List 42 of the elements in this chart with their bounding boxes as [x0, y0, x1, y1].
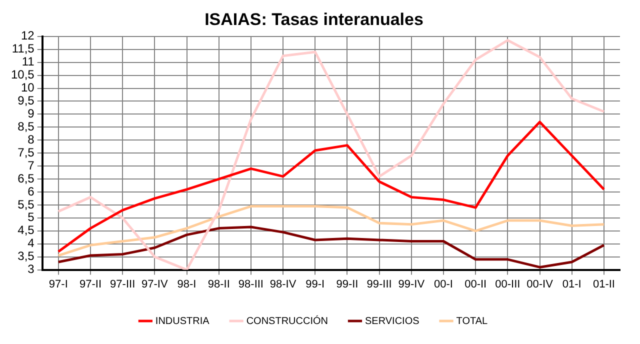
y-tick-label: 9: [28, 106, 35, 121]
y-tick-label: 5,5: [18, 197, 35, 212]
x-tick-label: 98-I: [177, 278, 196, 290]
y-tick-label: 11,5: [12, 42, 35, 56]
x-tick-label: 01-I: [562, 278, 582, 290]
x-tick-label: 98-III: [238, 278, 264, 290]
y-tick-label: 5: [28, 210, 35, 224]
y-tick-label: 4,5: [18, 223, 35, 238]
x-tick-label: 97-III: [110, 278, 136, 290]
x-tick-label: 99-III: [366, 278, 392, 290]
y-tick-label: 10: [20, 80, 35, 95]
x-tick-label: 97-I: [48, 278, 68, 290]
y-tick-label: 8: [28, 132, 35, 146]
y-tick-label: 6,5: [18, 171, 35, 186]
y-tick-label: 10,5: [10, 68, 35, 82]
x-tick-label: 00-I: [434, 278, 453, 290]
y-tick-label: 8,5: [18, 119, 35, 134]
x-tick-label: 00-II: [464, 278, 487, 290]
x-tick-label: 98-II: [208, 278, 230, 290]
x-tick-label: 97-II: [79, 278, 102, 290]
y-tick-label: 7,5: [18, 145, 35, 160]
legend-label: INDUSTRIA: [155, 316, 210, 327]
x-tick-label: 99-IV: [398, 278, 426, 290]
x-tick-label: 00-III: [495, 278, 520, 290]
y-tick-label: 6: [28, 184, 35, 198]
x-tick-label: 97-IV: [142, 278, 168, 290]
y-tick-label: 9,5: [18, 94, 35, 108]
x-tick-label: 99-I: [306, 278, 325, 290]
legend-label: CONSTRUCCIÓN: [246, 314, 328, 327]
y-tick-label: 4: [28, 236, 35, 250]
chart-title: ISAIAS: Tasas interanuales: [204, 10, 424, 29]
y-tick-label: 3: [28, 262, 35, 276]
x-tick-label: 99-II: [336, 278, 358, 290]
x-tick-label: 01-II: [592, 278, 615, 290]
legend-label: SERVICIOS: [364, 316, 420, 327]
x-tick-label: 98-IV: [270, 278, 297, 290]
y-tick-label: 7: [28, 158, 35, 172]
legend-label: TOTAL: [456, 316, 488, 327]
x-tick-label: 00-IV: [526, 278, 554, 290]
y-tick-label: 3,5: [18, 249, 35, 264]
y-tick-label: 11: [22, 54, 35, 69]
y-tick-label: 12: [20, 28, 35, 43]
